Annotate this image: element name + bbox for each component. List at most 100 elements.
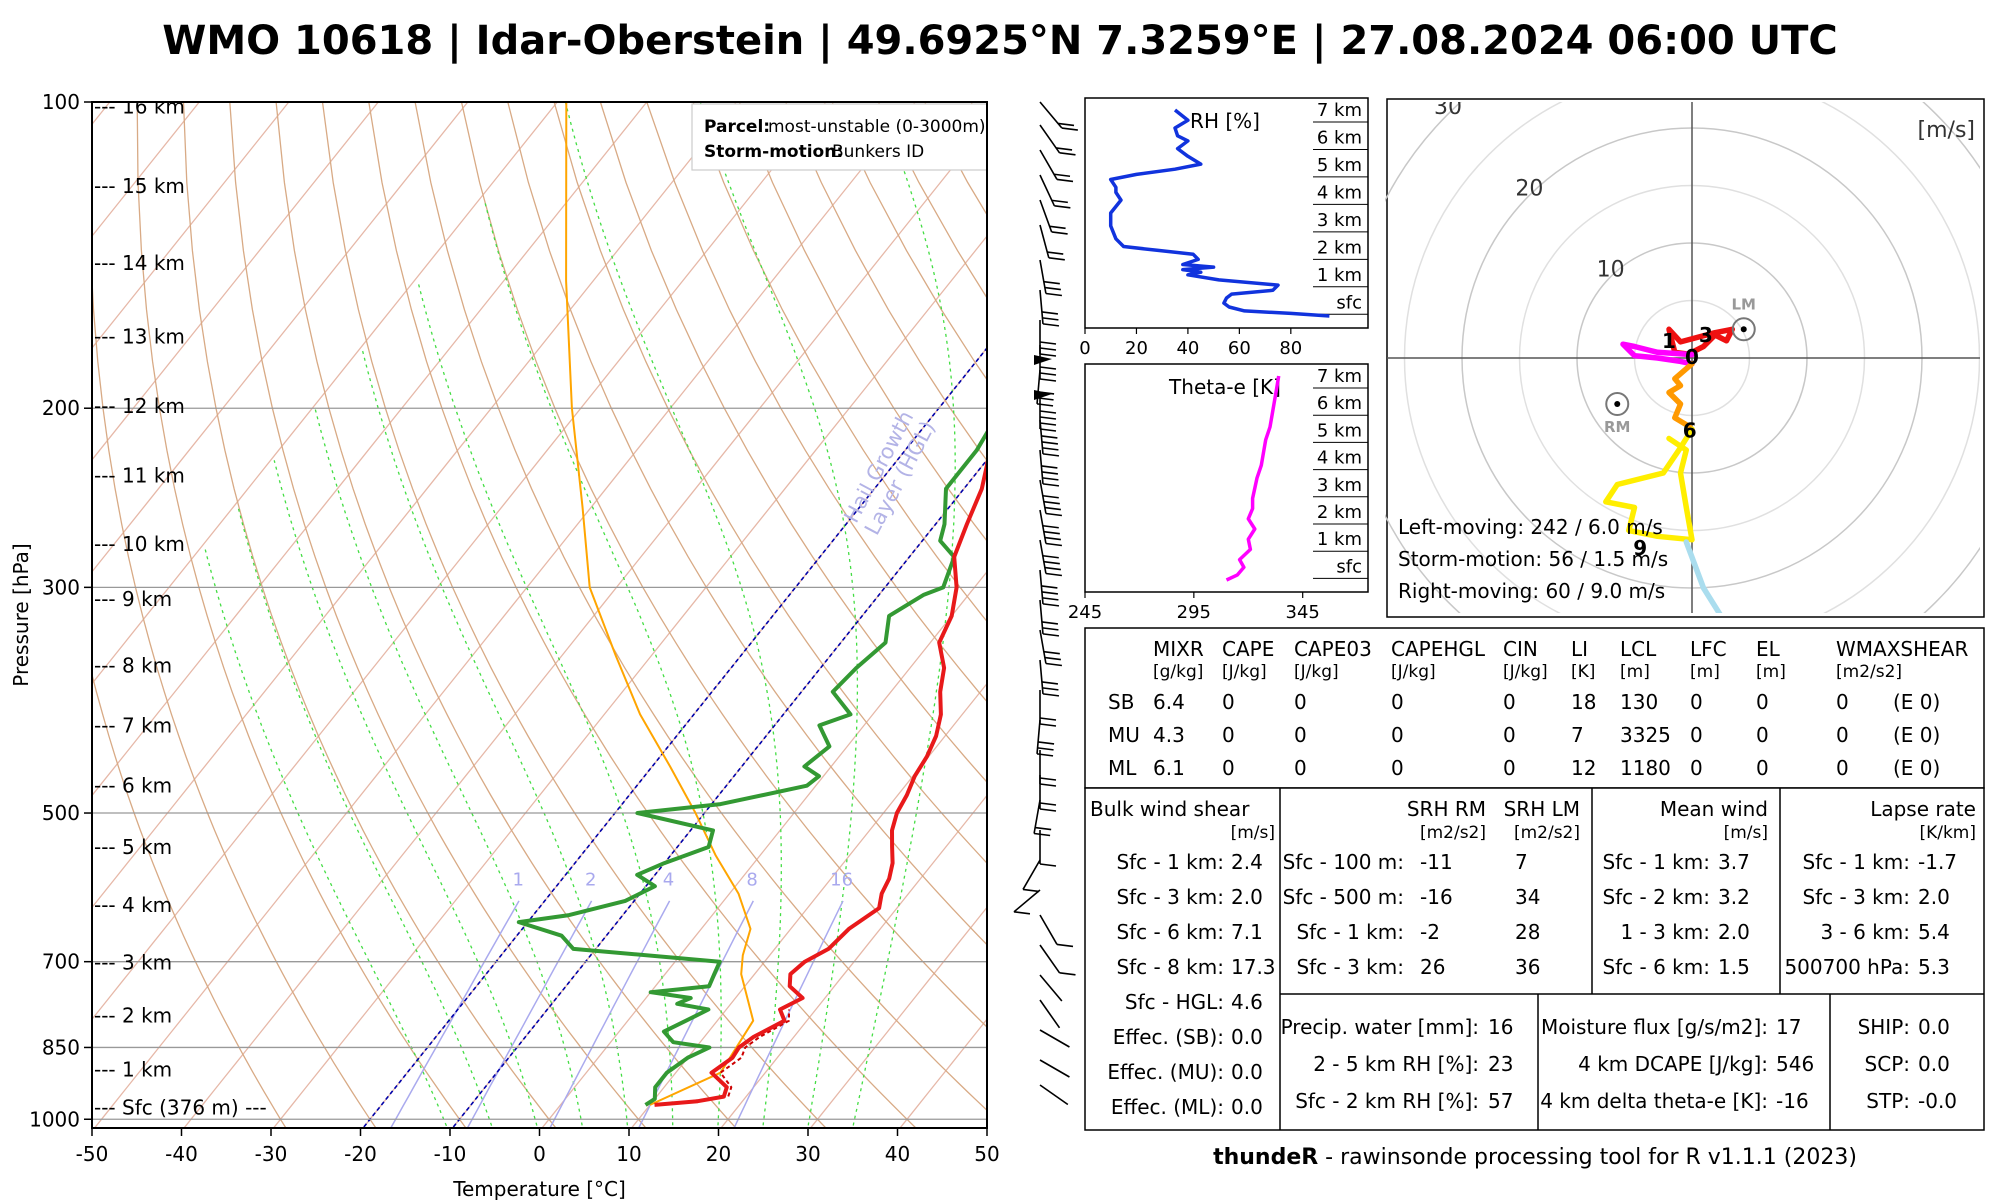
wind-barb-flag bbox=[1039, 717, 1057, 721]
legend-entry: Storm-motion:Bunkers ID bbox=[704, 142, 924, 162]
x-tick-label: 10 bbox=[616, 1142, 641, 1166]
wind-barb-staff bbox=[1039, 599, 1044, 634]
isotherm bbox=[93, 102, 916, 1128]
storm-motion-marker bbox=[1731, 317, 1756, 342]
y-axis-label: Pressure [hPa] bbox=[9, 543, 33, 686]
footer-brand: thundeR bbox=[1213, 1145, 1319, 1170]
moist-adiabat bbox=[361, 349, 629, 1128]
index-value: -0.0 bbox=[1918, 1089, 1957, 1113]
hodograph-unit-label: [m/s] bbox=[1918, 118, 1975, 143]
thetae-ytick-label: 2 km bbox=[1317, 502, 1362, 523]
bulk-shear-label: Sfc - 6 km: bbox=[1116, 920, 1224, 944]
mixing-ratio-label: 4 bbox=[663, 870, 674, 891]
lapse-rate-label: Sfc - 1 km: bbox=[1802, 850, 1910, 874]
legend-key: Storm-motion: bbox=[704, 142, 843, 162]
hodograph-segment bbox=[1603, 426, 1695, 543]
mean-wind-label: Sfc - 1 km: bbox=[1602, 850, 1710, 874]
wind-barb-flag bbox=[1039, 347, 1057, 351]
srh-rm-value: -2 bbox=[1420, 920, 1440, 944]
parcel-table-cell: (E 0) bbox=[1893, 690, 1940, 714]
bulk-shear-label: Sfc - 1 km: bbox=[1116, 850, 1224, 874]
height-label: --- 14 km bbox=[94, 251, 185, 275]
wind-barb-staff bbox=[1039, 1084, 1069, 1106]
mean-wind-value: 1.5 bbox=[1718, 955, 1750, 979]
wind-pennant bbox=[1034, 390, 1052, 400]
moist-adiabat bbox=[204, 548, 449, 1128]
parcel-table-header: LI bbox=[1571, 637, 1588, 661]
wind-barb-flag bbox=[1042, 687, 1059, 691]
parcel-table-cell: (E 0) bbox=[1893, 756, 1940, 780]
parcel-table-cell: 12 bbox=[1571, 756, 1596, 780]
bulk-shear-value: 0.0 bbox=[1231, 1025, 1263, 1049]
dewpoint-curve bbox=[516, 428, 987, 1107]
parcel-table-frame bbox=[1084, 627, 1985, 789]
wind-barb-flag bbox=[1057, 122, 1075, 127]
parcel-table: MIXR CAPE CAPE03 CAPEHGL CIN LI LCL LFC EL WMAXSH… bbox=[1084, 627, 1985, 789]
rh-ytick-label: 2 km bbox=[1317, 237, 1362, 258]
dry-adiabat bbox=[92, 672, 287, 1128]
rh-ytick-label: 5 km bbox=[1317, 155, 1362, 176]
wind-barb-flag bbox=[1039, 372, 1057, 376]
bulk-shear-label: Effec. (MU): bbox=[1107, 1060, 1224, 1084]
wind-barb-staff bbox=[1039, 419, 1044, 454]
parcel-table-cell: 7 bbox=[1571, 723, 1584, 747]
wind-barb-flag bbox=[1043, 280, 1060, 285]
thetae-title: Theta-e [K] bbox=[1168, 375, 1281, 399]
parcel-table-cell: 0 bbox=[1690, 690, 1703, 714]
index-value: 0.0 bbox=[1918, 1052, 1950, 1076]
wind-barb-flag bbox=[1042, 633, 1060, 637]
parcel-table-cell: 0 bbox=[1690, 756, 1703, 780]
srh-lm-value: 34 bbox=[1515, 885, 1540, 909]
rh-ytick-label: 1 km bbox=[1317, 265, 1362, 286]
legend-key: Parcel: bbox=[704, 117, 770, 137]
height-label: --- 11 km bbox=[94, 464, 185, 488]
parcel-table-cell: MU bbox=[1108, 723, 1140, 747]
bulk-shear-value: 4.6 bbox=[1231, 990, 1263, 1014]
wind-barb-staff bbox=[1039, 914, 1058, 945]
index-label: STP: bbox=[1866, 1089, 1910, 1113]
wind-barb-staff bbox=[1039, 999, 1061, 1029]
parcel-table-cell: 0 bbox=[1503, 756, 1516, 780]
wind-barb-flag bbox=[1045, 572, 1063, 577]
y-tick-label: 300 bbox=[42, 575, 80, 599]
y-tick-label: 200 bbox=[42, 396, 80, 420]
srh-lm-value: 36 bbox=[1515, 955, 1540, 979]
y-tick-label: 700 bbox=[42, 950, 80, 974]
dry-adiabat bbox=[368, 102, 917, 1128]
hodograph-height-mark: 3 bbox=[1699, 323, 1713, 347]
mean-wind-value: 3.2 bbox=[1718, 885, 1750, 909]
wind-barb-flag bbox=[1039, 410, 1057, 414]
mixing-ratio-label: 16 bbox=[830, 870, 853, 891]
wind-barb-flag bbox=[1039, 777, 1057, 781]
parcel-table-header: MIXR bbox=[1153, 637, 1204, 661]
dry-adiabat bbox=[692, 102, 987, 623]
isotherm bbox=[809, 906, 987, 1128]
thetae-frame bbox=[1084, 363, 1369, 593]
isotherm bbox=[899, 1018, 987, 1128]
mixing-ratio-label: 1 bbox=[512, 870, 523, 891]
parcel-table-cell: 0 bbox=[1391, 756, 1404, 780]
wind-barb-flag bbox=[1042, 597, 1059, 601]
hodograph-ring-label: 20 bbox=[1515, 176, 1543, 201]
srh-lm-value: 28 bbox=[1515, 920, 1540, 944]
rh-xtick-label: 60 bbox=[1228, 338, 1251, 359]
hodograph-segment bbox=[1620, 341, 1695, 367]
mean-wind-label: 1 - 3 km: bbox=[1620, 920, 1710, 944]
rh-ytick-label: 3 km bbox=[1317, 210, 1362, 231]
moist-adiabat bbox=[417, 280, 674, 1128]
hodograph-readout: Left-moving: 242 / 6.0 m/s bbox=[1398, 515, 1663, 539]
thetae-ytick-label: 6 km bbox=[1317, 393, 1362, 414]
height-label: --- 1 km bbox=[94, 1057, 172, 1081]
x-tick-label: -50 bbox=[76, 1142, 109, 1166]
page-title: WMO 10618 | Idar-Oberstein | 49.6925°N 7… bbox=[162, 18, 1838, 64]
parcel-table-cell: 0 bbox=[1503, 723, 1516, 747]
wind-barb-flag bbox=[1042, 317, 1059, 321]
wind-barb-flag bbox=[1041, 465, 1058, 469]
wind-barb-flag bbox=[1045, 662, 1063, 667]
wind-barb-flag bbox=[1039, 366, 1057, 370]
wind-barb-flag bbox=[1042, 483, 1060, 487]
moist-adiabat bbox=[273, 460, 539, 1128]
srh-label: Sfc - 3 km: bbox=[1296, 955, 1404, 979]
